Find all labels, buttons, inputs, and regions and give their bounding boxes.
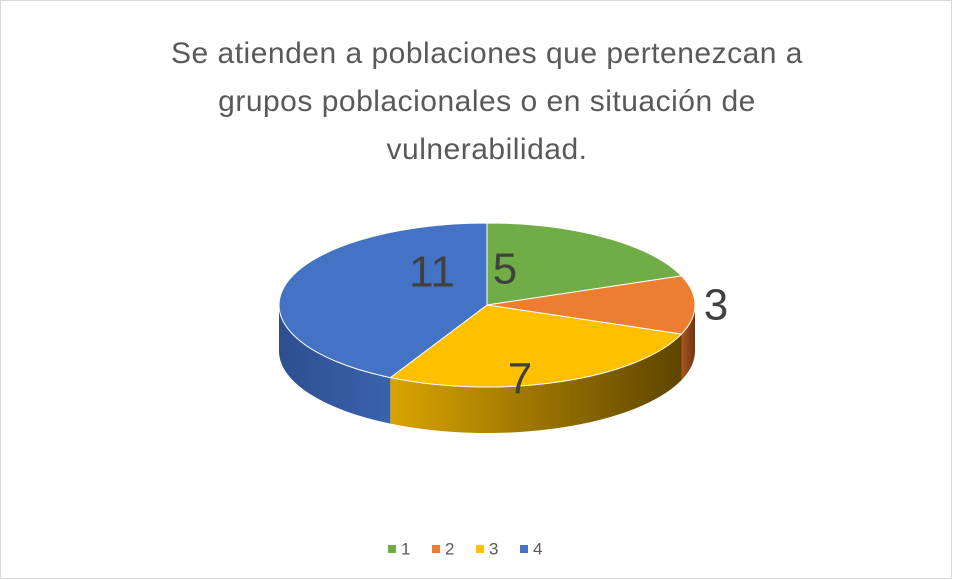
legend-label: 3 [489, 539, 498, 558]
data-label: 5 [493, 245, 517, 294]
slice [278, 222, 488, 379]
legend-label: 4 [533, 539, 542, 558]
slice [389, 304, 683, 388]
slice [486, 222, 683, 306]
data-label: 11 [409, 248, 455, 297]
legend-swatch [476, 545, 484, 553]
slice-side [390, 334, 682, 434]
legend-label: 1 [401, 539, 410, 558]
legend-swatch [388, 545, 396, 553]
data-label: 3 [704, 281, 728, 330]
legend-swatch [432, 545, 440, 553]
legend-swatch [520, 545, 528, 553]
slice-side [681, 305, 695, 381]
legend-label: 2 [445, 539, 454, 558]
slice [486, 275, 696, 335]
data-label: 7 [508, 355, 532, 404]
chart-title: Se atienden a poblaciones que pertenezca… [171, 37, 803, 166]
slice-side [279, 305, 391, 424]
